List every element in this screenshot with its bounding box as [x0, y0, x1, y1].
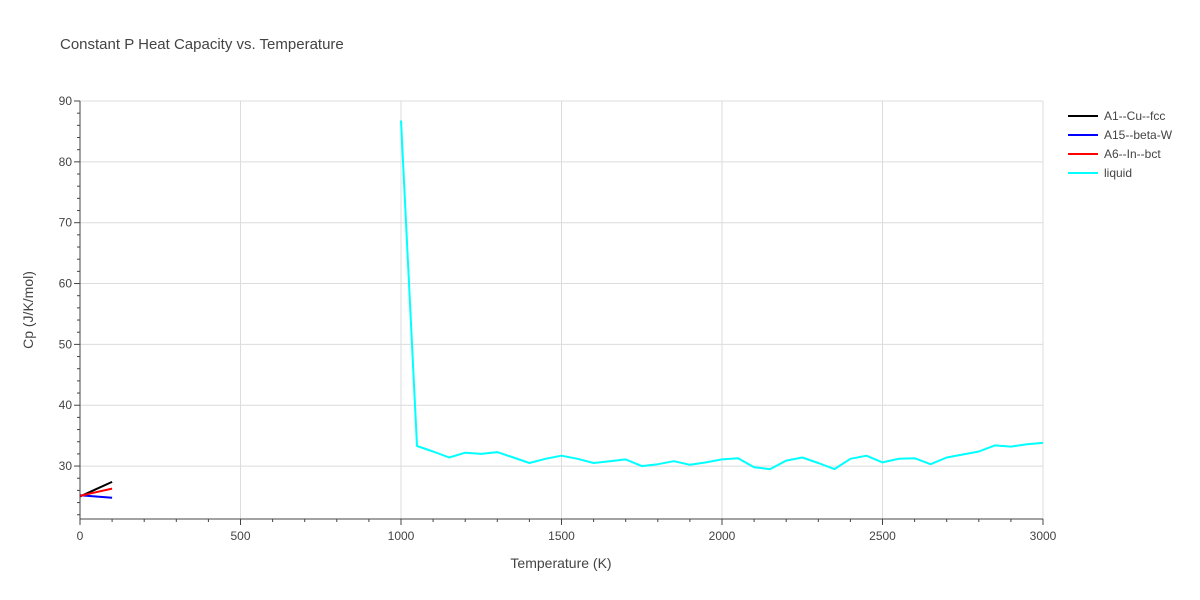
legend-item-liquid[interactable]: liquid — [1068, 163, 1172, 182]
x-tick-label: 2000 — [709, 529, 736, 543]
x-tick-label: 1500 — [548, 529, 575, 543]
y-axis-ticks: 30 40 50 60 70 80 90 — [59, 94, 80, 516]
legend-swatch — [1068, 152, 1098, 155]
legend: A1--Cu--fcc A15--beta-W A6--In--bct liquid — [1068, 106, 1172, 182]
y-tick-label: 30 — [59, 459, 73, 473]
legend-item-a6-in-bct[interactable]: A6--In--bct — [1068, 144, 1172, 163]
legend-label: liquid — [1104, 165, 1133, 180]
y-tick-label: 90 — [59, 94, 73, 108]
y-tick-label: 40 — [59, 398, 73, 412]
grid-lines — [80, 100, 1044, 519]
x-axis-ticks: 0 500 1000 1500 2000 2500 3000 — [77, 519, 1057, 543]
y-axis-label: Cp (J/K/mol) — [20, 271, 36, 349]
x-tick-label: 2500 — [869, 529, 896, 543]
legend-item-a1-cu-fcc[interactable]: A1--Cu--fcc — [1068, 106, 1172, 125]
series-lines — [79, 120, 1044, 499]
series-line-liquid — [400, 120, 1044, 471]
legend-label: A15--beta-W — [1104, 127, 1173, 142]
chart-title: Constant P Heat Capacity vs. Temperature — [60, 36, 344, 53]
x-axis-label: Temperature (K) — [510, 555, 611, 571]
legend-label: A6--In--bct — [1104, 146, 1161, 161]
legend-swatch — [1068, 114, 1098, 117]
legend-swatch — [1068, 171, 1098, 174]
legend-label: A1--Cu--fcc — [1104, 108, 1166, 123]
y-tick-label: 70 — [59, 216, 73, 230]
y-tick-label: 80 — [59, 155, 73, 169]
x-tick-label: 0 — [77, 529, 84, 543]
x-tick-label: 3000 — [1030, 529, 1057, 543]
x-tick-label: 500 — [230, 529, 250, 543]
x-tick-label: 1000 — [388, 529, 415, 543]
legend-swatch — [1068, 133, 1098, 136]
series-line-a15-beta-w — [79, 494, 113, 499]
y-tick-label: 50 — [59, 337, 73, 351]
legend-item-a15-beta-w[interactable]: A15--beta-W — [1068, 125, 1172, 144]
y-tick-label: 60 — [59, 277, 73, 291]
series-line-a6-in-bct — [79, 487, 113, 497]
